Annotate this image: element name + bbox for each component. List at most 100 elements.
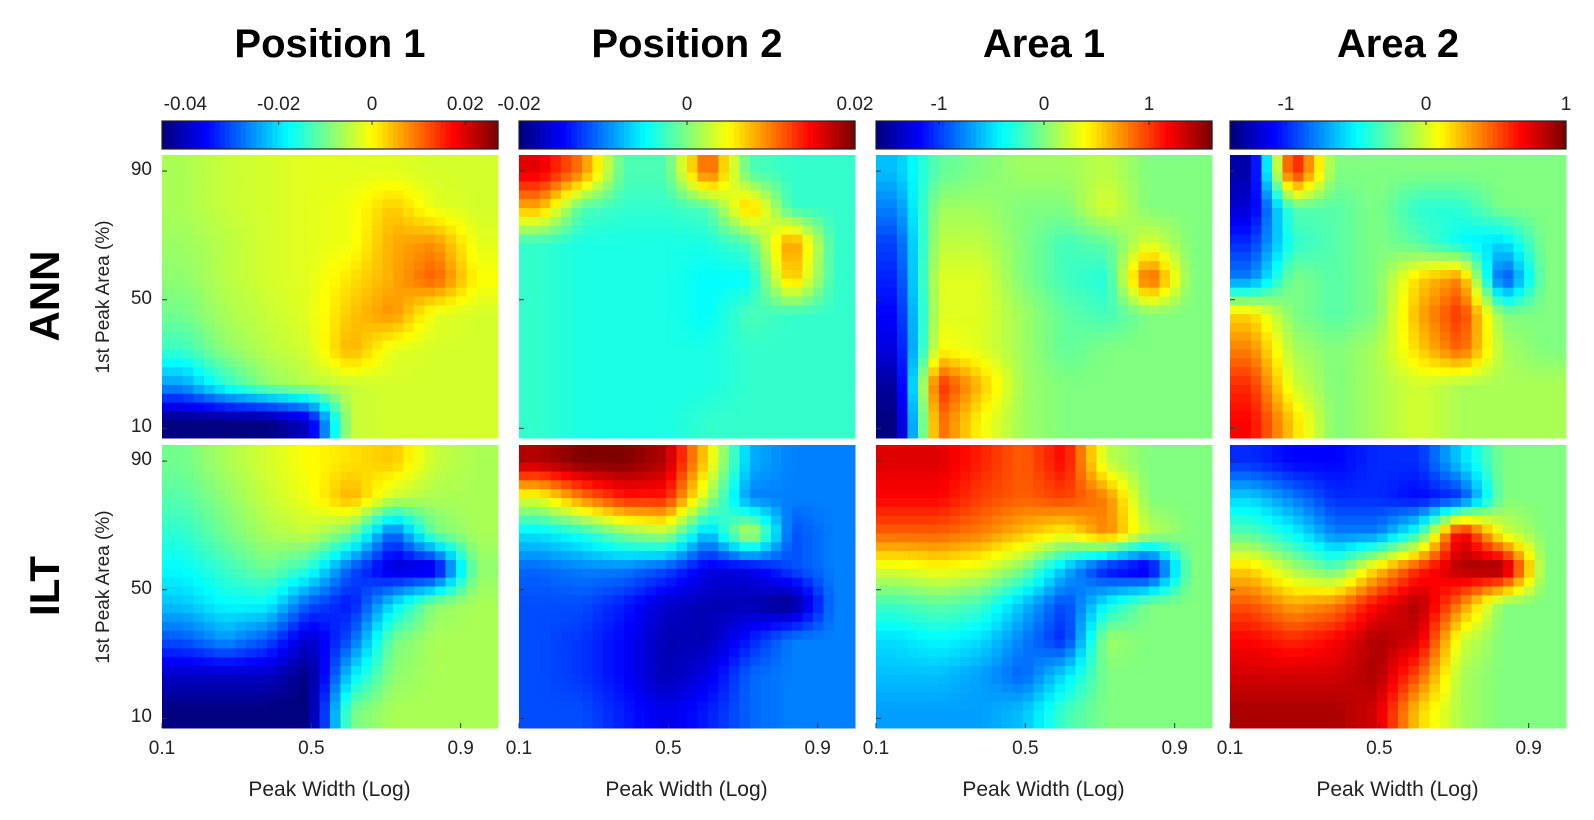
heatmap-cell bbox=[645, 376, 656, 386]
heatmap-cell bbox=[571, 568, 583, 579]
heatmap-cell bbox=[382, 621, 394, 632]
heatmap-cell bbox=[655, 216, 667, 227]
heatmap-cell bbox=[802, 208, 814, 218]
heatmap-cell bbox=[813, 701, 824, 711]
heatmap-cell bbox=[666, 559, 677, 570]
heatmap-cell bbox=[1138, 278, 1150, 289]
heatmap-cell bbox=[414, 542, 425, 552]
heatmap-cell bbox=[571, 683, 583, 694]
heatmap-cell bbox=[477, 657, 488, 667]
heatmap-cell bbox=[823, 568, 835, 579]
heatmap-cell bbox=[645, 234, 656, 244]
heatmap-cell bbox=[235, 429, 247, 439]
heatmap-cell bbox=[561, 349, 572, 359]
heatmap-cell bbox=[813, 524, 824, 534]
heatmap-cell bbox=[708, 462, 719, 473]
heatmap-cell bbox=[760, 533, 772, 543]
heatmap-cell bbox=[456, 595, 467, 605]
heatmap-cell bbox=[466, 445, 478, 455]
heatmap-cell bbox=[361, 411, 373, 421]
heatmap-cell bbox=[298, 155, 310, 165]
heatmap-cell bbox=[288, 155, 299, 165]
heatmap-cell bbox=[697, 524, 709, 534]
heatmap-cell bbox=[519, 648, 530, 658]
heatmap-cell bbox=[1075, 208, 1087, 218]
heatmap-cell bbox=[435, 515, 446, 526]
colorbar-swatch bbox=[776, 121, 783, 149]
heatmap-cell bbox=[729, 692, 740, 702]
heatmap-cell bbox=[676, 243, 688, 253]
heatmap-cell bbox=[235, 323, 247, 333]
heatmap-cell bbox=[697, 190, 709, 200]
heatmap-cell bbox=[687, 613, 698, 623]
heatmap-cell bbox=[603, 621, 614, 632]
heatmap-cell bbox=[319, 287, 331, 297]
heatmap-cell bbox=[540, 480, 551, 490]
heatmap-cell bbox=[414, 314, 425, 324]
heatmap-cell bbox=[1201, 172, 1213, 183]
heatmap-cell bbox=[718, 305, 730, 315]
heatmap-cell bbox=[876, 225, 887, 236]
heatmap-cell bbox=[382, 559, 394, 570]
colorbar-swatch bbox=[813, 121, 819, 149]
heatmap-cell bbox=[519, 269, 530, 280]
x-tick-label: 0.1 bbox=[505, 738, 533, 759]
heatmap-cell bbox=[193, 515, 205, 526]
heatmap-cell bbox=[886, 172, 898, 183]
heatmap-cell bbox=[781, 234, 793, 244]
heatmap-cell bbox=[162, 234, 173, 244]
heatmap-cell bbox=[792, 269, 803, 280]
heatmap-cell bbox=[540, 208, 551, 218]
heatmap-cell bbox=[582, 710, 593, 720]
heatmap-cell bbox=[193, 340, 205, 351]
heatmap-cell bbox=[561, 225, 572, 236]
heatmap-cell bbox=[582, 674, 593, 685]
heatmap-cell bbox=[351, 331, 362, 342]
heatmap-cell bbox=[1191, 216, 1202, 227]
heatmap-cell bbox=[162, 710, 173, 720]
heatmap-cell bbox=[529, 674, 541, 685]
heatmap-cell bbox=[1117, 234, 1129, 244]
heatmap-cell bbox=[708, 506, 719, 517]
heatmap-cell bbox=[1180, 261, 1192, 271]
heatmap-cell bbox=[592, 172, 604, 183]
heatmap-cell bbox=[403, 674, 415, 685]
heatmap-cell bbox=[687, 296, 698, 306]
heatmap-cell bbox=[666, 261, 677, 271]
heatmap-cell bbox=[760, 515, 772, 526]
heatmap-cell bbox=[666, 710, 677, 720]
heatmap-cell bbox=[918, 252, 929, 262]
heatmap-cell bbox=[382, 384, 394, 395]
heatmap-cell bbox=[718, 163, 730, 174]
heatmap-cell bbox=[844, 411, 856, 421]
heatmap-cell bbox=[361, 621, 373, 632]
heatmap-cell bbox=[466, 208, 478, 218]
heatmap-cell bbox=[519, 216, 530, 227]
heatmap-cell bbox=[613, 225, 625, 236]
heatmap-cell bbox=[403, 710, 415, 720]
heatmap-cell bbox=[183, 498, 194, 508]
heatmap-cell bbox=[708, 384, 719, 395]
heatmap-cell bbox=[739, 498, 751, 508]
heatmap-cell bbox=[393, 701, 404, 711]
heatmap-cell bbox=[351, 420, 362, 430]
heatmap-cell bbox=[876, 172, 887, 183]
heatmap-cell bbox=[540, 489, 551, 499]
heatmap-cell bbox=[445, 710, 457, 720]
heatmap-cell bbox=[445, 216, 457, 227]
heatmap-cell bbox=[792, 296, 803, 306]
heatmap-cell bbox=[1086, 208, 1097, 218]
x-tick-label: 0.9 bbox=[447, 738, 474, 759]
heatmap-cell bbox=[540, 420, 551, 430]
heatmap-cell bbox=[592, 639, 604, 649]
heatmap-cell bbox=[172, 639, 184, 649]
heatmap-cell bbox=[162, 471, 173, 481]
heatmap-cell bbox=[193, 261, 205, 271]
heatmap-cell bbox=[613, 533, 625, 543]
heatmap-cell bbox=[634, 559, 646, 570]
heatmap-cell bbox=[466, 296, 478, 306]
heatmap-cell bbox=[1044, 155, 1055, 165]
heatmap-cell bbox=[372, 305, 383, 315]
heatmap-cell bbox=[592, 683, 604, 694]
heatmap-cell bbox=[382, 340, 394, 351]
